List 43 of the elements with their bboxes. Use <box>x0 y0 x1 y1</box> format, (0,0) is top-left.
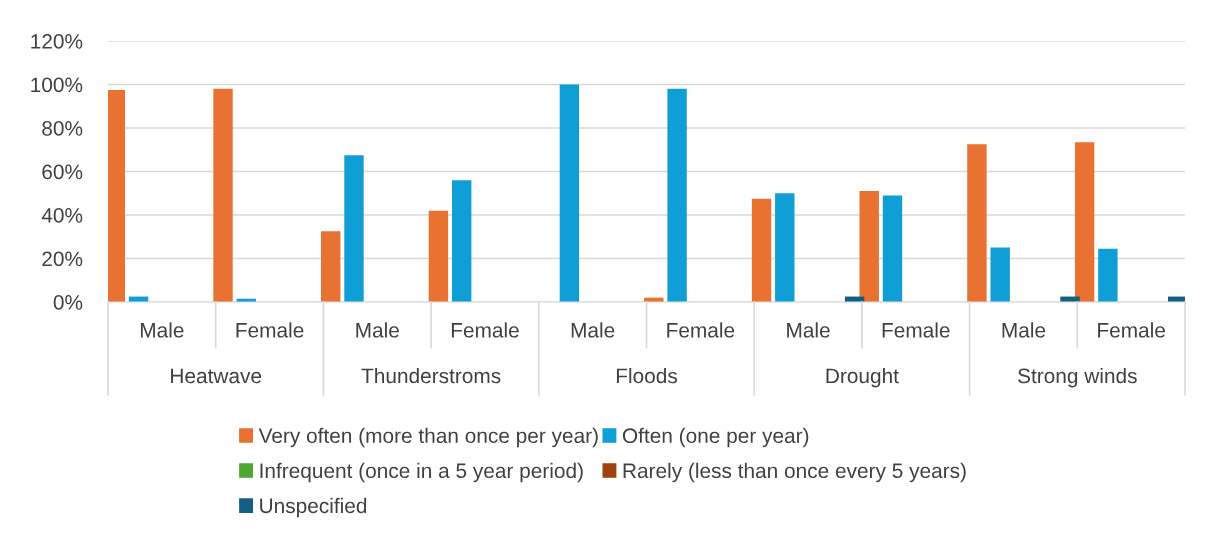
bar <box>1098 248 1118 302</box>
y-tick-label: 80% <box>42 121 83 136</box>
legend-label: Rarely (less than once every 5 years) <box>623 462 966 483</box>
bar <box>344 155 364 302</box>
y-tick-label: 100% <box>31 77 83 93</box>
x-tick-label: Male <box>787 322 830 338</box>
text: Heatwave <box>171 368 262 384</box>
bar <box>213 88 233 302</box>
bar <box>751 198 772 302</box>
legend-label: Unspecified <box>260 497 367 518</box>
text: Floods <box>616 367 678 384</box>
text: Strong winds <box>1018 367 1137 388</box>
y-tick-label: 40% <box>41 208 83 223</box>
x-tick-label: Male <box>356 322 399 338</box>
y-tick-label: 120% <box>31 34 83 49</box>
x-tick-label: Female <box>236 322 304 338</box>
bar <box>775 193 795 302</box>
bar <box>859 191 879 302</box>
bar <box>321 231 341 302</box>
y-tick-label: 0% <box>53 295 83 310</box>
bar <box>559 84 580 302</box>
bar <box>451 180 472 302</box>
text: Drought <box>826 367 899 388</box>
legend-label: Infrequent (once in a 5 year period) <box>260 462 583 483</box>
bar <box>990 247 1010 302</box>
bar <box>428 210 449 302</box>
legend-label: Very often (more than once per year) <box>258 427 598 448</box>
x-tick-label: Female <box>451 322 519 338</box>
x-tick-label: Male <box>571 322 615 338</box>
x-tick-label: Female <box>882 322 950 338</box>
text: Thunderstroms <box>361 367 501 384</box>
bar <box>1074 142 1095 302</box>
x-tick-label: Male <box>140 322 184 338</box>
bar <box>882 195 903 302</box>
x-tick-label: Female <box>1098 322 1165 338</box>
bar <box>967 144 987 302</box>
y-tick-label: 60% <box>42 164 83 180</box>
x-tick-label: Male <box>1002 322 1046 338</box>
bar <box>108 89 126 302</box>
bar <box>667 88 687 302</box>
legend-label: Often (one per year) <box>622 427 809 448</box>
x-tick-label: Female <box>667 322 735 338</box>
y-tick-label: 20% <box>42 251 83 267</box>
